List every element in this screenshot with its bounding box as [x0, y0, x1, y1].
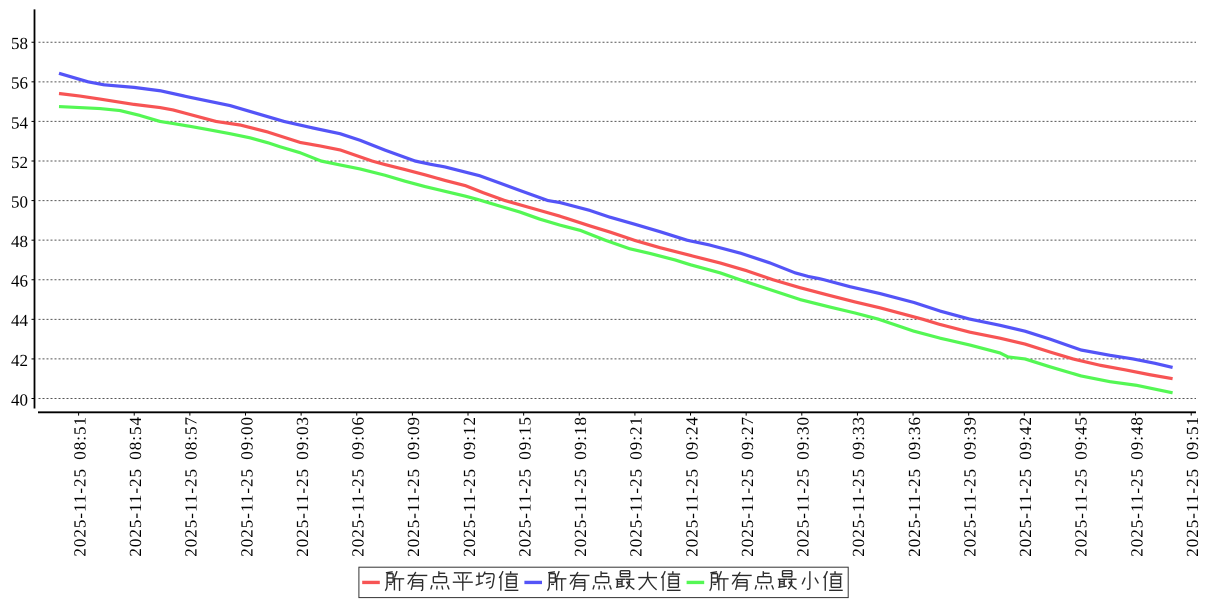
- svg-text:2025-11-25 09:48: 2025-11-25 09:48: [1127, 416, 1146, 557]
- svg-text:2025-11-25 09:12: 2025-11-25 09:12: [460, 416, 479, 557]
- svg-text:2025-11-25 09:15: 2025-11-25 09:15: [515, 416, 534, 557]
- svg-text:56: 56: [11, 74, 28, 93]
- svg-text:2025-11-25 09:45: 2025-11-25 09:45: [1072, 416, 1091, 557]
- svg-text:2025-11-25 09:21: 2025-11-25 09:21: [627, 416, 646, 557]
- svg-text:2025-11-25 09:36: 2025-11-25 09:36: [905, 416, 924, 557]
- svg-text:2025-11-25 08:54: 2025-11-25 08:54: [126, 416, 145, 557]
- svg-text:2025-11-25 09:09: 2025-11-25 09:09: [404, 416, 423, 557]
- svg-text:42: 42: [11, 351, 28, 370]
- svg-text:52: 52: [11, 153, 28, 172]
- svg-text:44: 44: [11, 311, 29, 330]
- svg-text:54: 54: [11, 113, 29, 132]
- svg-text:40: 40: [11, 390, 28, 409]
- svg-text:2025-11-25 09:00: 2025-11-25 09:00: [237, 416, 256, 557]
- svg-text:2025-11-25 09:33: 2025-11-25 09:33: [849, 416, 868, 557]
- svg-text:46: 46: [11, 272, 28, 291]
- svg-text:2025-11-25 09:39: 2025-11-25 09:39: [960, 416, 979, 557]
- svg-text:2025-11-25 09:42: 2025-11-25 09:42: [1016, 416, 1035, 557]
- svg-text:2025-11-25 09:03: 2025-11-25 09:03: [293, 416, 312, 557]
- svg-text:2025-11-25 09:18: 2025-11-25 09:18: [571, 416, 590, 557]
- svg-text:58: 58: [11, 34, 28, 53]
- svg-text:2025-11-25 08:57: 2025-11-25 08:57: [182, 416, 201, 557]
- svg-text:2025-11-25 09:24: 2025-11-25 09:24: [682, 416, 701, 557]
- svg-text:2025-11-25 09:06: 2025-11-25 09:06: [349, 416, 368, 557]
- svg-text:50: 50: [11, 192, 28, 211]
- svg-text:2025-11-25 09:30: 2025-11-25 09:30: [794, 416, 813, 557]
- svg-text:2025-11-25 09:27: 2025-11-25 09:27: [738, 416, 757, 557]
- svg-text:2025-11-25 08:51: 2025-11-25 08:51: [70, 416, 89, 557]
- svg-text:48: 48: [11, 232, 28, 251]
- svg-text:2025-11-25 09:51: 2025-11-25 09:51: [1183, 416, 1202, 557]
